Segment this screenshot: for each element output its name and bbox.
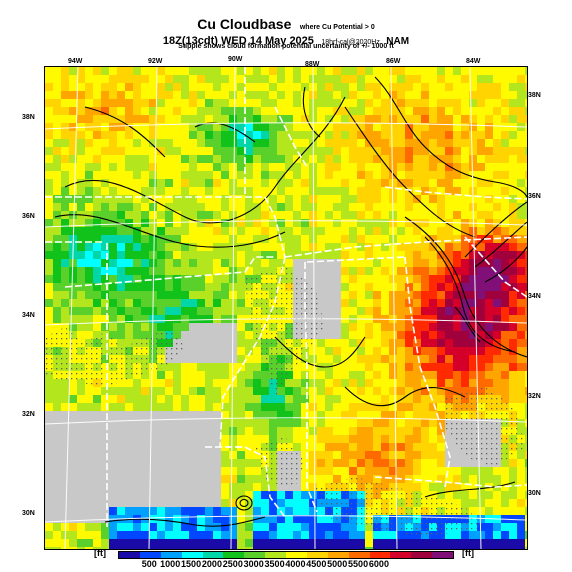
lon-label-84w: 84W xyxy=(466,58,481,65)
stipple-uncertainty xyxy=(45,267,525,537)
colorbar-tick-label: 6000 xyxy=(368,559,389,569)
lat-label-36n-right: 36N xyxy=(528,193,541,200)
colorbar-swatch xyxy=(160,552,182,558)
colorbar-swatch xyxy=(223,552,245,558)
stipple-note: Stipple shows cloud formation potential … xyxy=(178,43,394,50)
colorbar-swatch xyxy=(202,552,224,558)
lat-label-34n-left: 34N xyxy=(22,312,35,319)
title-row: Cu Cloudbase where Cu Potential > 0 xyxy=(0,16,572,34)
colorbar-swatch xyxy=(327,552,349,558)
colorbar-tick-label: 500 xyxy=(141,559,157,569)
lat-label-32n-left: 32N xyxy=(22,411,35,418)
valid-time: 18Z(13cdt) WED 14 May 2025 xyxy=(162,35,314,47)
cloudbase-map xyxy=(45,67,527,549)
map-title: Cu Cloudbase xyxy=(197,16,292,32)
colorbar-swatch xyxy=(244,552,266,558)
lon-label-92w: 92W xyxy=(148,58,163,65)
colorbar-swatch xyxy=(432,552,453,558)
map-header: Cu Cloudbase where Cu Potential > 0 18Z(… xyxy=(0,0,572,62)
lon-label-94w: 94W xyxy=(68,58,83,65)
lat-label-30n-left: 30N xyxy=(22,510,35,517)
lat-label-32n-right: 32N xyxy=(528,393,541,400)
lat-label-38n-right: 38N xyxy=(528,92,541,99)
colorbar-swatch xyxy=(286,552,307,558)
colorbar-swatch xyxy=(390,552,412,558)
colorbar-tick-label: 1000 xyxy=(160,559,181,569)
colorbar-swatch xyxy=(265,552,286,558)
colorbar-unit-left: [ft] xyxy=(94,548,106,558)
lat-label-38n-left: 38N xyxy=(22,114,35,121)
contour-lines xyxy=(54,76,527,527)
colorbar xyxy=(118,551,454,559)
lat-label-34n-right: 34N xyxy=(528,293,541,300)
colorbar-tick-label: 5500 xyxy=(348,559,369,569)
latlon-grid xyxy=(45,67,527,549)
colorbar-swatch xyxy=(306,552,328,558)
colorbar-unit-right: [ft] xyxy=(462,548,474,558)
colorbar-tick-label: 4500 xyxy=(306,559,327,569)
lon-label-88w: 88W xyxy=(305,61,320,68)
colorbar-swatch xyxy=(369,552,391,558)
title-note: where Cu Potential > 0 xyxy=(299,24,375,31)
run-info: 18hrf-cal@2020Hz xyxy=(321,39,380,46)
colorbar-swatch xyxy=(348,552,370,558)
lon-label-90w: 90W xyxy=(228,56,243,63)
colorbar-ticks: 500 1000 1500 2000 2500 3000 3500 4000 4500 5000 5… xyxy=(0,559,572,571)
lat-label-36n-left: 36N xyxy=(22,213,35,220)
subtitle-row: 18Z(13cdt) WED 14 May 2025 18hrf-cal@202… xyxy=(0,31,572,49)
colorbar-swatch xyxy=(411,552,433,558)
model-name: NAM xyxy=(386,36,410,47)
colorbar-tick-label: 2500 xyxy=(222,559,243,569)
lat-label-30n-right: 30N xyxy=(528,490,541,497)
colorbar-tick-label: 3000 xyxy=(243,559,264,569)
colorbar-tick-label: 2000 xyxy=(201,559,222,569)
colorbar-swatch xyxy=(139,552,161,558)
colorbar-swatch xyxy=(119,552,140,558)
lon-label-86w: 86W xyxy=(386,58,401,65)
colorbar-swatch xyxy=(181,552,203,558)
colorbar-tick-label: 5000 xyxy=(327,559,348,569)
map-panel xyxy=(44,66,528,550)
colorbar-tick-label: 3500 xyxy=(264,559,285,569)
colorbar-tick-label: 4000 xyxy=(285,559,306,569)
colorbar-tick-label: 1500 xyxy=(181,559,202,569)
